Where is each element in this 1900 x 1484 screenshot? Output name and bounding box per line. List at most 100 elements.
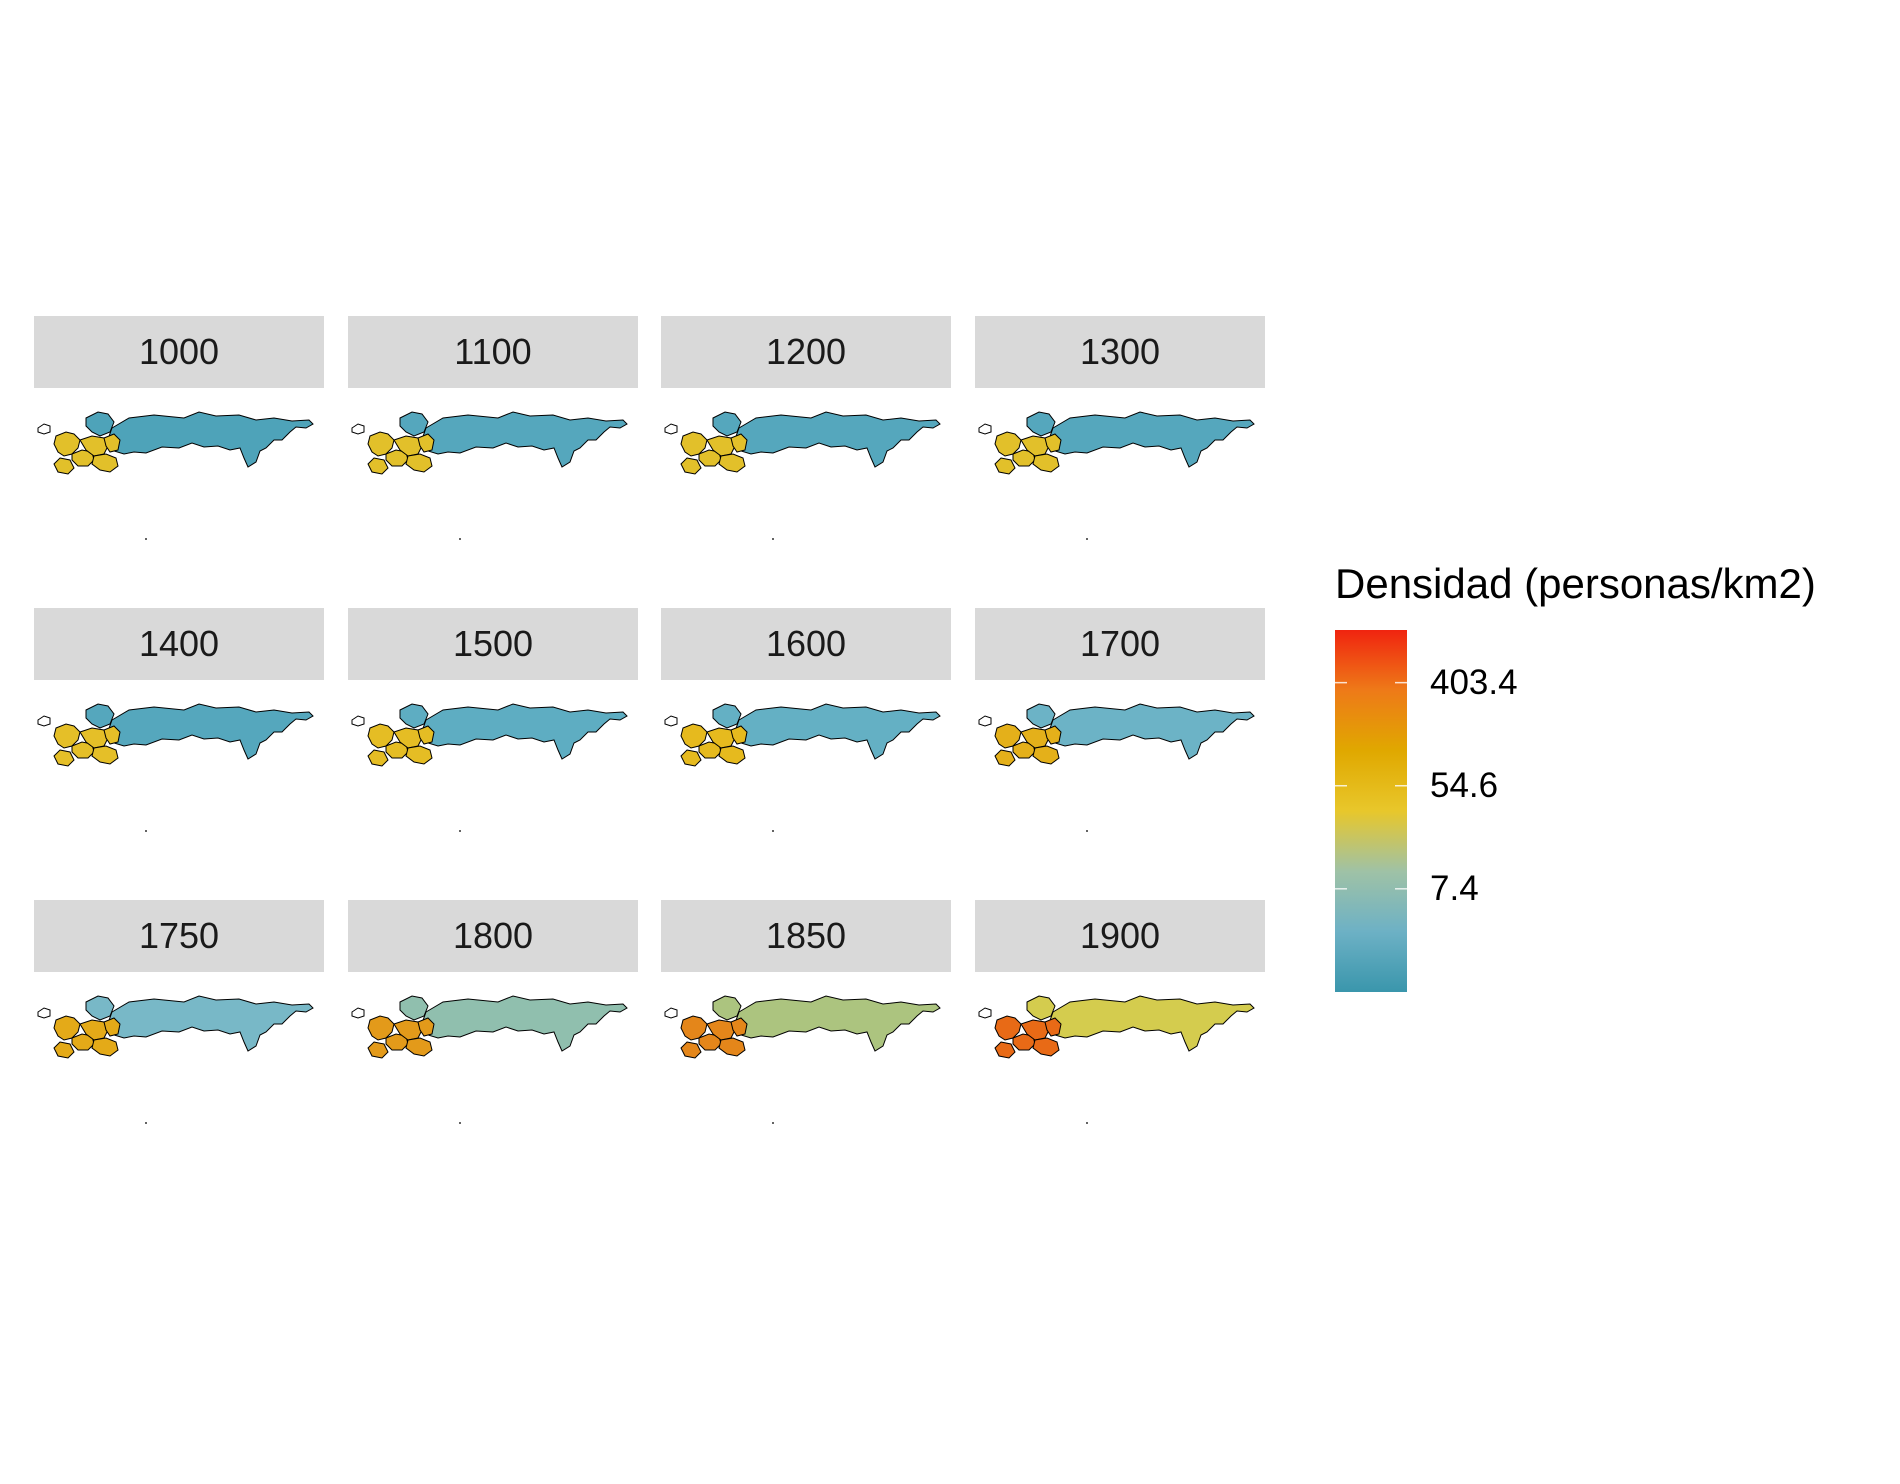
map-speck	[459, 538, 461, 540]
facet-panel: 1600	[661, 608, 951, 880]
region-europe	[1012, 1033, 1036, 1051]
map-speck	[1086, 1122, 1088, 1124]
region-scandinavia	[1026, 995, 1056, 1021]
region-russia	[106, 703, 314, 760]
region-russia	[1047, 411, 1255, 468]
region-europe	[718, 453, 746, 473]
map-speck	[1086, 830, 1088, 832]
region-europe	[994, 749, 1016, 767]
region-scandinavia	[85, 703, 115, 729]
region-europe	[385, 741, 409, 759]
density-map	[978, 703, 1255, 832]
region-europe	[103, 725, 121, 745]
facet-strip-year: 1400	[34, 608, 324, 680]
region-europe	[718, 1037, 746, 1057]
region-europe	[53, 431, 81, 457]
region-europe	[53, 749, 75, 767]
region-island	[37, 715, 51, 727]
region-europe	[730, 433, 748, 453]
region-scandinavia	[399, 411, 429, 437]
density-map	[351, 411, 628, 540]
facet-strip-year: 1100	[348, 316, 638, 388]
region-island	[664, 1007, 678, 1019]
density-map	[37, 703, 314, 832]
legend-title: Densidad (personas/km2)	[1335, 560, 1816, 607]
region-europe	[91, 745, 119, 765]
region-europe	[994, 457, 1016, 475]
region-europe	[706, 727, 736, 749]
region-island	[978, 715, 992, 727]
region-europe	[367, 749, 389, 767]
region-europe	[393, 727, 423, 749]
region-scandinavia	[399, 995, 429, 1021]
region-russia	[420, 995, 628, 1052]
facet-panel: 1400	[34, 608, 324, 880]
region-europe	[680, 749, 702, 767]
region-europe	[367, 1015, 395, 1041]
region-scandinavia	[712, 411, 742, 437]
legend-tick-label: 54.6	[1430, 765, 1499, 805]
region-europe	[680, 723, 708, 749]
region-island	[351, 1007, 365, 1019]
density-map	[664, 703, 941, 832]
region-europe	[405, 745, 433, 765]
region-europe	[53, 1041, 75, 1059]
region-europe	[1032, 453, 1060, 473]
facet-strip-year: 1800	[348, 900, 638, 972]
map-speck	[145, 830, 147, 832]
facet-panel: 1500	[348, 608, 638, 880]
facet-panel: 1700	[975, 608, 1265, 880]
region-russia	[1047, 995, 1255, 1052]
facet-strip-year: 1600	[661, 608, 951, 680]
density-map	[664, 411, 941, 540]
region-europe	[91, 453, 119, 473]
region-russia	[106, 995, 314, 1052]
region-europe	[698, 449, 722, 467]
map-speck	[1086, 538, 1088, 540]
map-speck	[145, 538, 147, 540]
facet-panel: 1100	[348, 316, 638, 588]
facet-strip-year: 1700	[975, 608, 1265, 680]
map-speck	[459, 1122, 461, 1124]
facet-strip-year: 1750	[34, 900, 324, 972]
density-map	[978, 411, 1255, 540]
region-europe	[706, 1019, 736, 1041]
region-europe	[79, 1019, 109, 1041]
region-europe	[367, 457, 389, 475]
region-europe	[994, 1041, 1016, 1059]
region-europe	[706, 435, 736, 457]
region-island	[978, 423, 992, 435]
region-europe	[103, 433, 121, 453]
region-scandinavia	[399, 703, 429, 729]
region-europe	[71, 1033, 95, 1051]
legend-tick-label: 7.4	[1430, 868, 1479, 908]
facet-strip-year: 1300	[975, 316, 1265, 388]
facet-strip-year: 1000	[34, 316, 324, 388]
region-europe	[91, 1037, 119, 1057]
region-europe	[1032, 1037, 1060, 1057]
region-europe	[1020, 1019, 1050, 1041]
region-russia	[733, 703, 941, 760]
region-europe	[1012, 741, 1036, 759]
region-russia	[420, 703, 628, 760]
region-europe	[79, 435, 109, 457]
region-europe	[1032, 745, 1060, 765]
region-europe	[1012, 449, 1036, 467]
map-speck	[459, 830, 461, 832]
density-map	[37, 995, 314, 1124]
region-europe	[994, 1015, 1022, 1041]
region-russia	[733, 995, 941, 1052]
region-europe	[1044, 433, 1062, 453]
facet-strip-year: 1850	[661, 900, 951, 972]
region-russia	[106, 411, 314, 468]
region-island	[351, 423, 365, 435]
facet-strip-year: 1900	[975, 900, 1265, 972]
region-europe	[385, 449, 409, 467]
map-speck	[772, 538, 774, 540]
legend-tick-label: 403.4	[1430, 662, 1518, 702]
facet-panel: 1750	[34, 900, 324, 1172]
facet-strip-year: 1200	[661, 316, 951, 388]
region-island	[351, 715, 365, 727]
map-speck	[145, 1122, 147, 1124]
